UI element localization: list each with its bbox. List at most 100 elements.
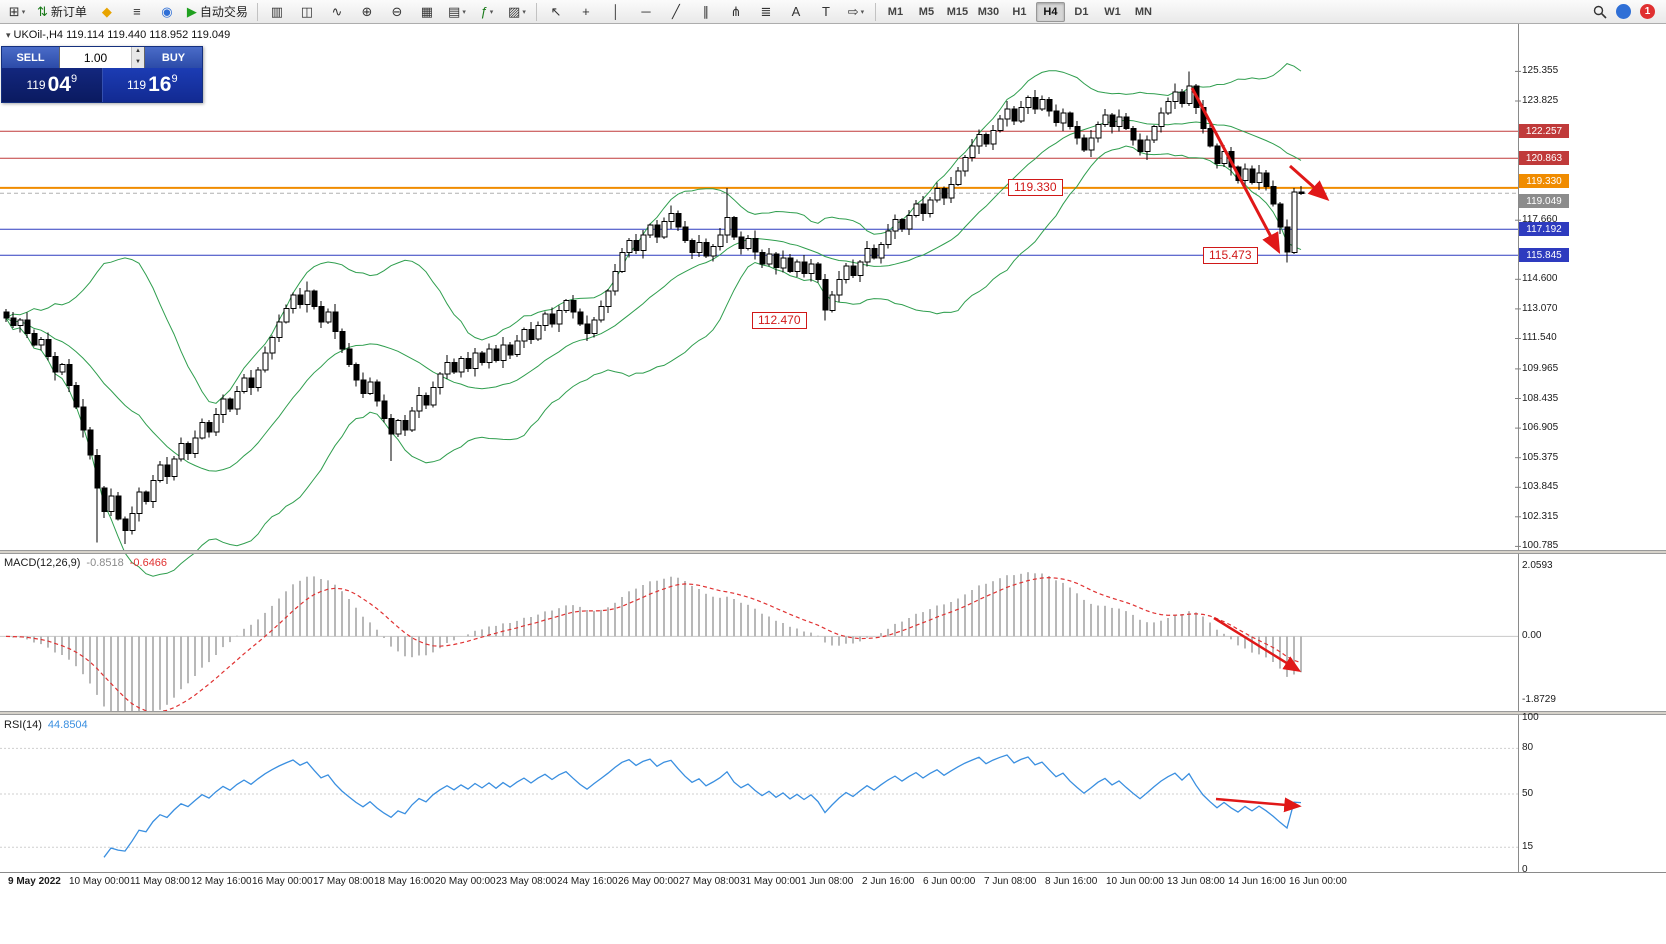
bollinger-lower-band bbox=[5, 145, 1302, 577]
volume-down-button[interactable]: ▼ bbox=[132, 57, 144, 68]
dropdown-arrow-icon: ▾ bbox=[860, 8, 865, 16]
volume-up-button[interactable]: ▲ bbox=[132, 47, 144, 58]
notification-badge[interactable]: 1 bbox=[1640, 4, 1655, 19]
expert-advisors-icon: ≡ bbox=[133, 4, 141, 19]
one-click-trading-panel: SELL ▲ ▼ BUY 119 04 9 119 16 9 bbox=[1, 46, 203, 103]
chart-frame-layer bbox=[0, 24, 1666, 873]
toolbar-button-indicators[interactable]: ƒ ▾ bbox=[473, 1, 501, 23]
red-trend-arrow[interactable] bbox=[1190, 87, 1281, 254]
new-order-icon: ⇅ bbox=[37, 4, 48, 19]
bollinger-bands-layer bbox=[5, 63, 1302, 577]
chart-symbol-period: UKOil-,H4 bbox=[13, 29, 64, 41]
toolbar-group-line-studies: ↖ + │ ─ ╱ ∥ ⋔ ≣ A T ⇨ ▾ bbox=[541, 1, 871, 23]
text-icon: A bbox=[791, 4, 801, 19]
toolbar-button-expert-advisors[interactable]: ≡ bbox=[123, 1, 151, 23]
timeframe-button-d1[interactable]: D1 bbox=[1074, 5, 1089, 18]
toolbar-button-templates[interactable]: ▨ ▾ bbox=[503, 1, 531, 23]
toolbar-button-announcement[interactable]: ◆ bbox=[93, 1, 121, 23]
toolbar-button-candlestick-type[interactable]: ◫ bbox=[293, 1, 321, 23]
toolbar-button-community[interactable]: ◉ bbox=[153, 1, 181, 23]
horizontal-lines-layer bbox=[0, 130, 1518, 256]
volume-input[interactable] bbox=[60, 47, 131, 68]
new-order-label: 新订单 bbox=[50, 5, 87, 19]
toolbar-group-charts: ▥ ◫ ∿ ⊕ ⊖ ▦ ▤ ▾ ƒ ▾ ▨ ▾ bbox=[262, 1, 532, 23]
templates-icon: ▨ bbox=[508, 4, 521, 19]
toolbar-button-bar-chart-type[interactable]: ▥ bbox=[263, 1, 291, 23]
red-trend-arrow[interactable] bbox=[1215, 797, 1302, 813]
toolbar-button-crosshair[interactable]: + bbox=[572, 1, 600, 23]
buy-price-prefix: 119 bbox=[126, 78, 147, 92]
text-label-icon: T bbox=[821, 4, 830, 19]
sell-button[interactable]: SELL bbox=[2, 47, 59, 68]
rsi-indicator-label: RSI(14) 44.8504 bbox=[4, 719, 88, 731]
dropdown-arrow-icon: ▾ bbox=[462, 8, 466, 16]
rsi-name: RSI(14) bbox=[4, 719, 42, 731]
toolbar-button-line-chart-type[interactable]: ∿ bbox=[323, 1, 351, 23]
timeframe-button-m15[interactable]: M15 bbox=[946, 5, 969, 18]
toolbar-button-new-chart[interactable]: ⊞ ▾ bbox=[3, 1, 31, 23]
toolbar-button-fibonacci-retracement[interactable]: ≣ bbox=[752, 1, 780, 23]
timeframe-button-m5[interactable]: M5 bbox=[918, 5, 935, 18]
community-icon: ◉ bbox=[161, 4, 173, 19]
price-annotation-box[interactable]: 115.473 bbox=[1203, 247, 1258, 264]
macd-signal-value: -0.6466 bbox=[129, 557, 168, 569]
andrews-pitchfork-icon: ⋔ bbox=[730, 4, 742, 19]
sell-price-prefix: 119 bbox=[26, 78, 46, 92]
arrow-objects-icon: ⇨ bbox=[847, 4, 859, 19]
timeframe-button-h4[interactable]: H4 bbox=[1035, 1, 1065, 22]
trendline-icon: ╱ bbox=[672, 4, 680, 19]
toolbar-group-standard: ⊞ ▾ ⇅ 新订单 ◆ ≡ ◉ ▶ 自动交易 bbox=[2, 1, 253, 23]
toolbar-button-text-label[interactable]: T bbox=[812, 1, 840, 23]
toolbar-button-trendline[interactable]: ╱ bbox=[662, 1, 690, 23]
timeframe-button-m1[interactable]: M1 bbox=[887, 5, 904, 18]
toolbar-button-new-order[interactable]: ⇅ 新订单 bbox=[33, 1, 91, 23]
red-trend-arrow[interactable] bbox=[1289, 164, 1330, 201]
buy-price-display[interactable]: 119 16 9 bbox=[102, 68, 202, 102]
price-annotation-box[interactable]: 119.330 bbox=[1008, 179, 1063, 196]
oneclick-collapse-icon[interactable]: ▾ bbox=[6, 30, 11, 40]
fibonacci-retracement-icon: ≣ bbox=[760, 4, 772, 19]
macd-main-value: -0.8518 bbox=[86, 557, 124, 569]
rsi-value: 44.8504 bbox=[47, 719, 88, 731]
timeframe-button-m30[interactable]: M30 bbox=[977, 5, 1000, 18]
toolbar-button-zoom-in[interactable]: ⊕ bbox=[353, 1, 381, 23]
toolbar-button-arrow-objects[interactable]: ⇨ ▾ bbox=[842, 1, 870, 23]
chart-shift-icon: ▤ bbox=[448, 4, 461, 19]
rsi-panel-layer bbox=[0, 747, 1518, 858]
autotrading-icon: ▶ bbox=[186, 4, 197, 19]
toolbar-button-tile-windows[interactable]: ▦ bbox=[413, 1, 441, 23]
toolbar-button-chart-shift[interactable]: ▤ ▾ bbox=[443, 1, 471, 23]
toolbar-button-cursor[interactable]: ↖ bbox=[542, 1, 570, 23]
autotrading-label: 自动交易 bbox=[199, 5, 248, 19]
price-annotation-box[interactable]: 112.470 bbox=[752, 312, 807, 329]
macd-panel-layer bbox=[0, 572, 1518, 711]
community-icon[interactable] bbox=[1616, 4, 1631, 19]
crosshair-icon: + bbox=[582, 4, 590, 19]
toolbar-separator bbox=[535, 2, 537, 21]
toolbar-button-vertical-line[interactable]: │ bbox=[602, 1, 630, 23]
sell-price-display[interactable]: 119 04 9 bbox=[2, 68, 103, 102]
line-chart-type-icon: ∿ bbox=[331, 4, 343, 19]
timeframe-button-w1[interactable]: W1 bbox=[1104, 5, 1121, 18]
timeframe-button-mn[interactable]: MN bbox=[1134, 5, 1152, 18]
toolbar-button-equidistant-channel[interactable]: ∥ bbox=[692, 1, 720, 23]
buy-price-sup: 9 bbox=[171, 73, 178, 85]
toolbar-button-autotrading[interactable]: ▶ 自动交易 bbox=[183, 1, 252, 23]
sell-price-sup: 9 bbox=[70, 73, 78, 85]
toolbar-button-horizontal-line[interactable]: ─ bbox=[632, 1, 660, 23]
search-icon[interactable] bbox=[1593, 5, 1607, 19]
toolbar-button-andrews-pitchfork[interactable]: ⋔ bbox=[722, 1, 750, 23]
panel-splitter[interactable] bbox=[0, 711, 1666, 715]
panel-splitter[interactable] bbox=[0, 550, 1666, 554]
zoom-out-icon: ⊖ bbox=[391, 4, 403, 19]
bar-chart-type-icon: ▥ bbox=[270, 4, 284, 19]
buy-button[interactable]: BUY bbox=[145, 47, 202, 68]
equidistant-channel-icon: ∥ bbox=[702, 4, 710, 19]
red-trend-arrow[interactable] bbox=[1213, 616, 1302, 672]
toolbar-button-zoom-out[interactable]: ⊖ bbox=[383, 1, 411, 23]
timeframe-button-h1[interactable]: H1 bbox=[1012, 5, 1027, 18]
toolbar-right-cluster: 1 bbox=[1593, 4, 1664, 19]
toolbar-button-text[interactable]: A bbox=[782, 1, 810, 23]
horizontal-line-icon: ─ bbox=[641, 4, 651, 19]
